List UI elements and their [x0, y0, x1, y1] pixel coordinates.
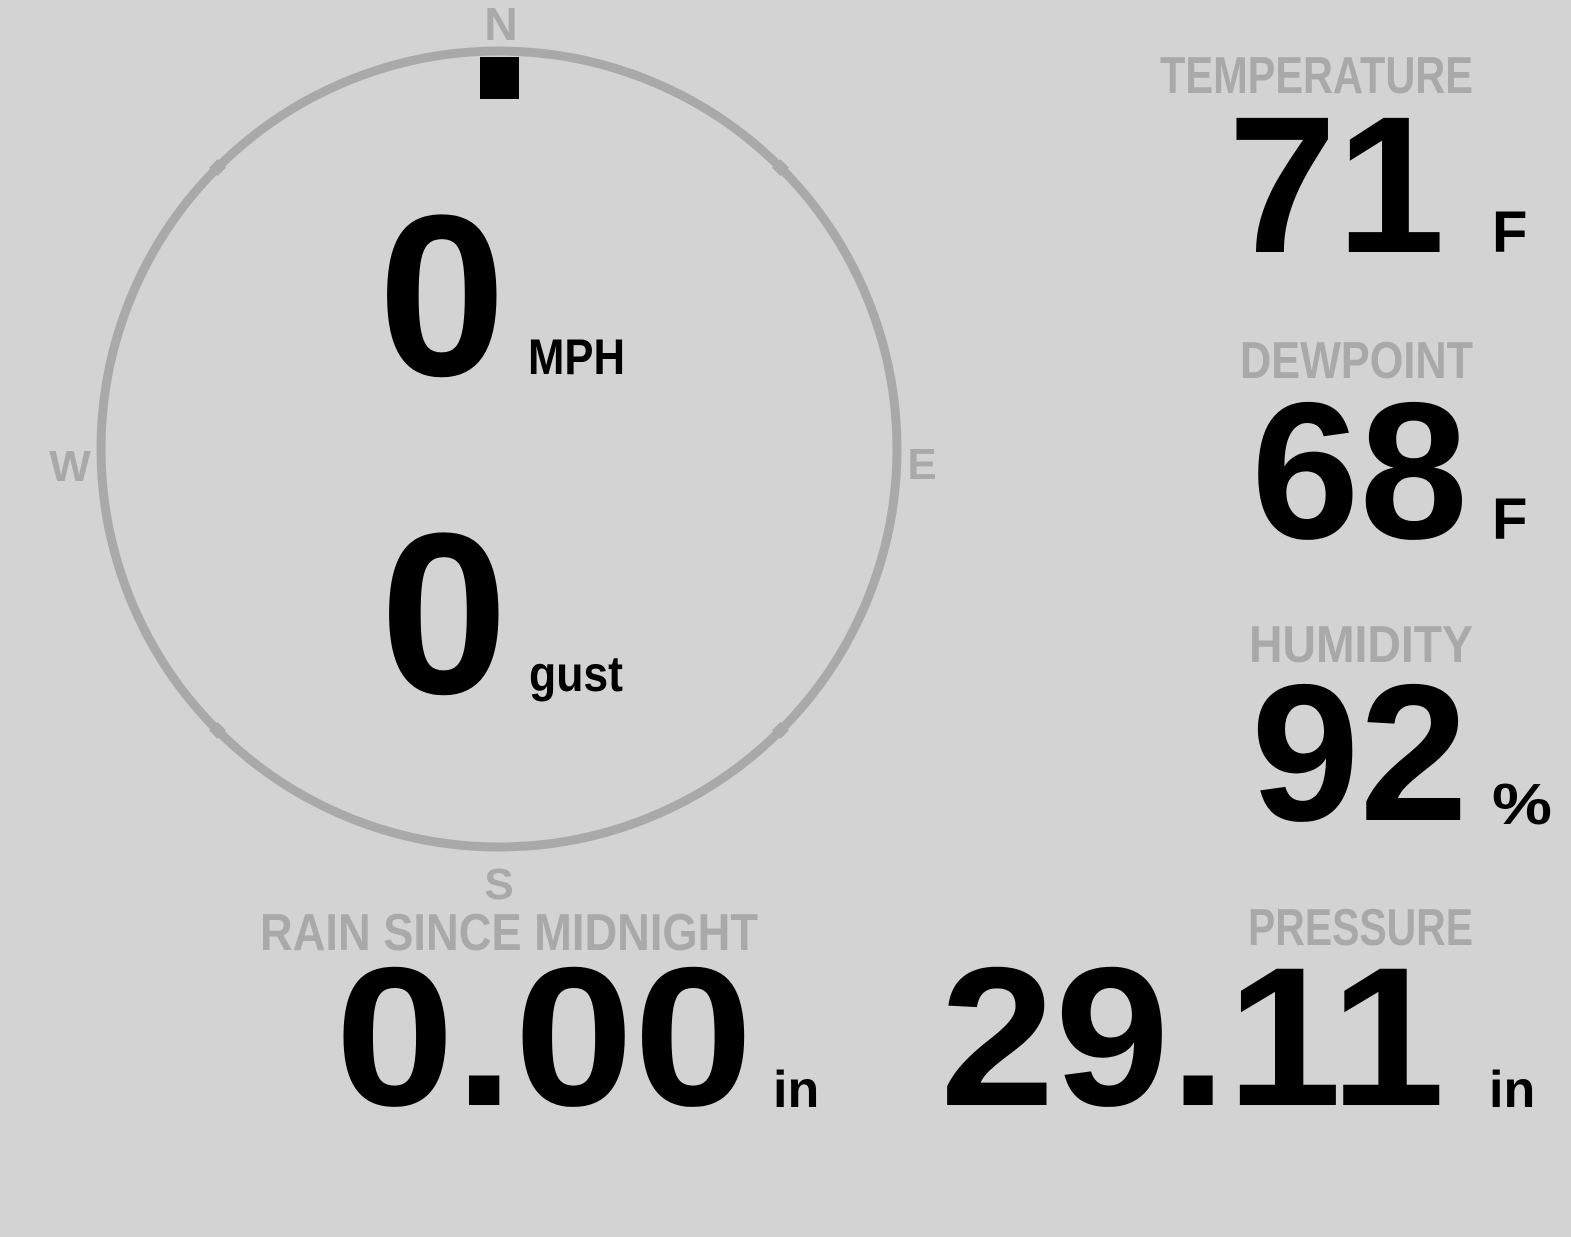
gust-speed-value: 0 — [380, 485, 508, 742]
compass-tick — [209, 159, 227, 177]
compass-ticks — [209, 159, 789, 739]
pressure-panel: PRESSURE 29.11 in — [940, 899, 1535, 1147]
compass-south-label: S — [484, 860, 513, 909]
humidity-value: 92 — [1251, 644, 1468, 862]
wind-direction-pointer — [480, 57, 519, 99]
humidity-panel: HUMIDITY 92 % — [1249, 616, 1552, 862]
dewpoint-panel: DEWPOINT 68 F — [1240, 332, 1527, 580]
compass-tick — [209, 721, 227, 739]
compass-north-label: N — [484, 0, 517, 50]
gust-unit: gust — [529, 646, 623, 702]
temperature-unit: F — [1492, 200, 1527, 265]
compass-tick — [771, 159, 789, 177]
pressure-unit: in — [1489, 1061, 1535, 1119]
dewpoint-unit: F — [1492, 487, 1527, 552]
compass-ring — [96, 46, 902, 852]
humidity-unit: % — [1492, 772, 1552, 837]
rain-panel: RAIN SINCE MIDNIGHT 0.00 in — [260, 904, 819, 1147]
wind-compass: N W E S 0 MPH 0 gust — [49, 0, 936, 909]
pressure-value: 29.11 — [940, 926, 1445, 1147]
wind-direction-marker — [480, 57, 519, 99]
pressure-label: PRESSURE — [1248, 899, 1473, 957]
rain-unit: in — [773, 1061, 819, 1119]
dewpoint-label: DEWPOINT — [1240, 332, 1473, 390]
humidity-label: HUMIDITY — [1249, 616, 1473, 674]
compass-west-label: W — [49, 442, 91, 491]
temperature-label: TEMPERATURE — [1160, 47, 1473, 105]
rain-value: 0.00 — [335, 926, 753, 1147]
rain-label: RAIN SINCE MIDNIGHT — [260, 904, 758, 962]
wind-speed-value: 0 — [378, 167, 506, 424]
compass-tick — [771, 721, 789, 739]
temperature-panel: TEMPERATURE 71 F — [1160, 47, 1527, 294]
temperature-value: 71 — [1228, 76, 1445, 294]
dewpoint-value: 68 — [1251, 362, 1468, 580]
compass-east-label: E — [907, 440, 936, 489]
wind-speed-unit: MPH — [528, 329, 625, 385]
